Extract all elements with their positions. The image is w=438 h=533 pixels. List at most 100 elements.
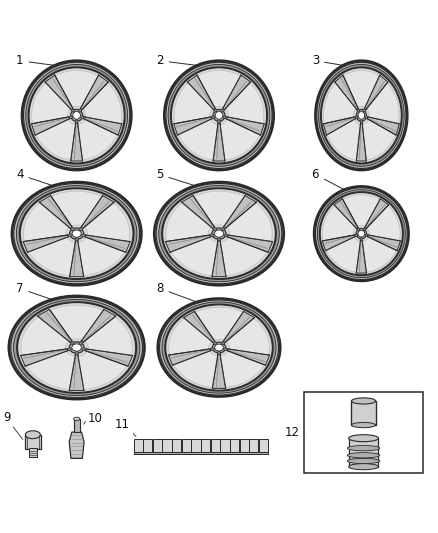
Polygon shape xyxy=(55,70,98,107)
Polygon shape xyxy=(51,191,102,226)
Polygon shape xyxy=(343,195,380,227)
Ellipse shape xyxy=(166,305,272,390)
Polygon shape xyxy=(220,119,260,160)
Text: 3: 3 xyxy=(312,54,345,67)
Ellipse shape xyxy=(154,182,284,285)
Ellipse shape xyxy=(215,230,223,237)
Bar xyxy=(304,392,423,473)
Polygon shape xyxy=(220,351,265,387)
Polygon shape xyxy=(78,237,125,276)
Ellipse shape xyxy=(72,344,81,351)
Polygon shape xyxy=(166,235,211,252)
Ellipse shape xyxy=(213,342,217,344)
Polygon shape xyxy=(322,206,356,241)
Polygon shape xyxy=(24,203,69,241)
Polygon shape xyxy=(227,235,272,252)
Polygon shape xyxy=(184,311,215,343)
Polygon shape xyxy=(21,317,69,356)
Ellipse shape xyxy=(320,192,403,275)
Ellipse shape xyxy=(217,352,221,354)
Ellipse shape xyxy=(213,228,217,230)
Polygon shape xyxy=(84,203,130,241)
Ellipse shape xyxy=(164,61,274,170)
Ellipse shape xyxy=(221,109,224,112)
Text: 9: 9 xyxy=(4,411,11,424)
Bar xyxy=(29,448,37,457)
Polygon shape xyxy=(335,75,358,110)
Ellipse shape xyxy=(18,303,136,392)
Ellipse shape xyxy=(25,431,40,439)
Polygon shape xyxy=(326,237,360,272)
Ellipse shape xyxy=(14,300,140,395)
Bar xyxy=(240,439,249,452)
Bar xyxy=(249,439,258,452)
Ellipse shape xyxy=(69,342,84,353)
Ellipse shape xyxy=(20,188,134,279)
Polygon shape xyxy=(227,349,270,365)
Ellipse shape xyxy=(71,109,83,122)
Polygon shape xyxy=(364,199,389,229)
Polygon shape xyxy=(36,119,75,160)
Ellipse shape xyxy=(321,67,402,164)
Ellipse shape xyxy=(213,109,225,122)
Bar xyxy=(134,439,143,452)
Ellipse shape xyxy=(165,304,273,391)
Ellipse shape xyxy=(214,109,217,112)
Ellipse shape xyxy=(159,300,279,395)
Polygon shape xyxy=(21,349,68,366)
Text: 1: 1 xyxy=(16,54,57,67)
Ellipse shape xyxy=(81,116,84,119)
Ellipse shape xyxy=(159,185,279,282)
Ellipse shape xyxy=(70,228,84,239)
Polygon shape xyxy=(364,75,388,110)
Polygon shape xyxy=(85,349,133,366)
Ellipse shape xyxy=(158,298,280,397)
Bar xyxy=(211,439,220,452)
Ellipse shape xyxy=(358,111,364,119)
Polygon shape xyxy=(71,123,83,161)
Ellipse shape xyxy=(20,189,133,279)
Polygon shape xyxy=(220,237,267,276)
Bar xyxy=(172,439,181,452)
Text: 11: 11 xyxy=(114,418,129,431)
Ellipse shape xyxy=(315,188,407,279)
Polygon shape xyxy=(322,235,355,251)
Ellipse shape xyxy=(320,192,403,275)
Ellipse shape xyxy=(211,348,214,351)
Ellipse shape xyxy=(16,185,137,282)
Polygon shape xyxy=(28,237,75,276)
Text: 7: 7 xyxy=(16,282,54,300)
Polygon shape xyxy=(23,235,68,252)
Ellipse shape xyxy=(212,228,226,239)
Ellipse shape xyxy=(17,302,136,393)
Polygon shape xyxy=(69,432,84,458)
Bar xyxy=(153,439,162,452)
Polygon shape xyxy=(362,237,396,272)
Bar xyxy=(351,401,376,425)
Bar xyxy=(74,419,80,432)
Ellipse shape xyxy=(347,458,380,464)
Ellipse shape xyxy=(355,116,358,119)
Polygon shape xyxy=(80,75,108,110)
Ellipse shape xyxy=(357,109,360,112)
Ellipse shape xyxy=(315,61,407,170)
Polygon shape xyxy=(362,119,396,160)
Ellipse shape xyxy=(79,228,83,230)
Ellipse shape xyxy=(74,417,80,421)
Polygon shape xyxy=(226,83,264,124)
Ellipse shape xyxy=(358,230,365,237)
Polygon shape xyxy=(334,199,358,229)
Ellipse shape xyxy=(22,61,131,170)
Text: 4: 4 xyxy=(16,168,55,186)
Polygon shape xyxy=(367,206,400,241)
Ellipse shape xyxy=(365,116,367,119)
Ellipse shape xyxy=(82,348,85,351)
Polygon shape xyxy=(26,351,75,390)
Polygon shape xyxy=(168,349,211,365)
Ellipse shape xyxy=(75,352,78,354)
Ellipse shape xyxy=(347,446,380,451)
Ellipse shape xyxy=(68,348,71,351)
Ellipse shape xyxy=(212,116,215,119)
Bar xyxy=(162,439,172,452)
Ellipse shape xyxy=(221,342,225,344)
